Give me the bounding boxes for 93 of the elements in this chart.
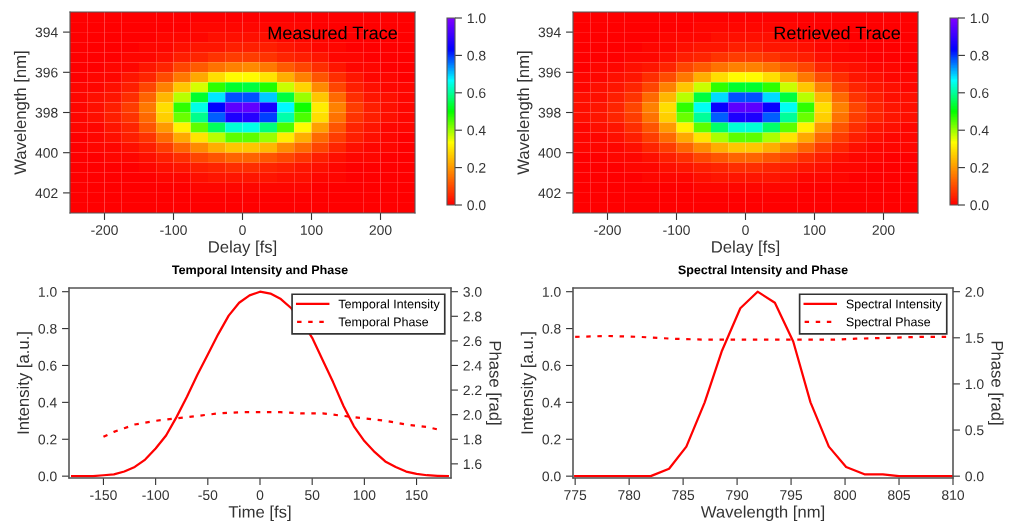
y-tick-label: 396 — [538, 67, 561, 78]
color-bar-label: 0.4 — [467, 125, 486, 136]
x-tick-label: 0 — [256, 490, 264, 501]
y-tick-label: 400 — [35, 148, 58, 158]
x-tick-label: 795 — [780, 490, 803, 501]
y2-tick-label: 2.4 — [463, 360, 482, 371]
x-tick-label: -200 — [91, 225, 118, 236]
y-tick-label: 0.8 — [542, 323, 561, 334]
y2-tick-label: 2.8 — [463, 311, 482, 322]
y-axis-title: Wavelength [nm] — [516, 51, 533, 175]
y-tick-label: 402 — [538, 188, 561, 199]
x-tick-label: 790 — [726, 490, 749, 501]
y2-tick-label: 0.0 — [965, 471, 984, 482]
y2-tick-label: 2.0 — [463, 410, 482, 420]
color-bar-label: 1.0 — [970, 13, 989, 24]
x-tick-label: -50 — [198, 490, 218, 501]
y2-tick-label: 0.5 — [965, 425, 984, 436]
x-axis-title: Wavelength [nm] — [700, 505, 825, 522]
y-tick-label: 0.2 — [542, 434, 561, 445]
x-tick-label: 0 — [742, 225, 749, 236]
color-bar-label: 0.8 — [467, 50, 486, 61]
y-tick-label: 1.0 — [542, 287, 561, 297]
x-tick-label: 150 — [406, 490, 428, 501]
y-tick-label: 394 — [35, 27, 58, 38]
y-tick-label: 0.4 — [38, 397, 57, 408]
x-axis-title: Delay [fs] — [712, 240, 780, 257]
legend-label: Spectral Intensity — [846, 299, 942, 311]
color-bar-label: 0.0 — [467, 200, 486, 211]
x-tick-label: -100 — [160, 225, 187, 236]
x-tick-label: -100 — [142, 490, 169, 501]
x-axis-title: Time [fs] — [228, 505, 291, 522]
x-tick-label: 805 — [888, 490, 911, 501]
y-tick-label: 0.6 — [542, 360, 561, 371]
color-bar-label: 0.6 — [970, 88, 989, 98]
legend-label: Temporal Intensity — [338, 299, 440, 311]
x-tick-label: -150 — [90, 490, 117, 501]
x-tick-label: 100 — [353, 490, 376, 501]
annotation: Retrieved Trace — [774, 26, 900, 40]
y-axis-title: Intensity [a.u.] — [16, 332, 33, 434]
y-axis-title: Wavelength [nm] — [13, 51, 30, 175]
chart-title: Spectral Intensity and Phase — [678, 265, 848, 277]
x-tick-label: 800 — [834, 490, 857, 501]
y2-axis-title: Phase [rad] — [486, 341, 502, 425]
y-tick-label: 396 — [35, 67, 58, 78]
x-axis-title: Delay [fs] — [209, 240, 277, 257]
y-tick-label: 0.2 — [38, 434, 57, 445]
x-tick-label: 810 — [942, 490, 965, 501]
y-tick-label: 0.4 — [542, 397, 561, 408]
y2-tick-label: 1.6 — [463, 459, 482, 470]
y-tick-label: 402 — [35, 188, 58, 199]
color-bar-label: 0.2 — [970, 162, 989, 173]
x-tick-label: 785 — [672, 490, 695, 501]
legend-label: Spectral Phase — [846, 317, 931, 329]
y-tick-label: 400 — [538, 148, 561, 158]
y2-tick-label: 1.5 — [965, 333, 984, 343]
color-bar-label: 0.8 — [970, 50, 989, 61]
line-series — [574, 290, 953, 478]
color-bar-label: 1.0 — [467, 13, 486, 24]
y2-tick-label: 1.0 — [965, 379, 984, 390]
x-tick-label: 775 — [564, 490, 587, 501]
y2-tick-label: 2.0 — [965, 287, 984, 297]
color-bar-label: 0.6 — [467, 88, 486, 98]
y-tick-label: 394 — [538, 27, 561, 38]
y-tick-label: 0.0 — [542, 471, 561, 482]
y2-axis-title: Phase [rad] — [988, 341, 1004, 425]
x-tick-label: 100 — [803, 225, 826, 236]
y-axis-title: Intensity [a.u.] — [520, 332, 537, 434]
line-series — [102, 411, 439, 438]
y-tick-label: 398 — [35, 107, 58, 118]
color-bar-label: 0.4 — [970, 125, 989, 136]
x-tick-label: -100 — [663, 225, 690, 236]
legend-label: Temporal Phase — [338, 317, 429, 329]
y-tick-label: 0.8 — [38, 323, 57, 334]
x-tick-label: 780 — [618, 490, 641, 501]
y-tick-label: 1.0 — [38, 287, 57, 297]
y-tick-label: 0.0 — [38, 471, 57, 482]
y2-tick-label: 1.8 — [463, 434, 482, 445]
x-tick-label: 0 — [239, 225, 246, 236]
x-tick-label: 100 — [300, 225, 323, 236]
x-tick-label: 200 — [369, 225, 392, 236]
x-tick-label: 50 — [305, 490, 320, 501]
color-bar-label: 0.0 — [970, 200, 989, 211]
y2-tick-label: 2.6 — [463, 336, 482, 347]
color-bar-label: 0.2 — [467, 162, 486, 173]
line-series — [71, 290, 449, 478]
y2-tick-label: 3.0 — [463, 287, 482, 297]
y2-tick-label: 2.2 — [463, 385, 482, 396]
chart-title: Temporal Intensity and Phase — [172, 265, 348, 277]
y-tick-label: 0.6 — [38, 360, 57, 371]
y-tick-label: 398 — [538, 107, 561, 118]
x-tick-label: -200 — [594, 225, 621, 236]
x-tick-label: 200 — [872, 225, 895, 236]
annotation: Measured Trace — [268, 26, 397, 40]
